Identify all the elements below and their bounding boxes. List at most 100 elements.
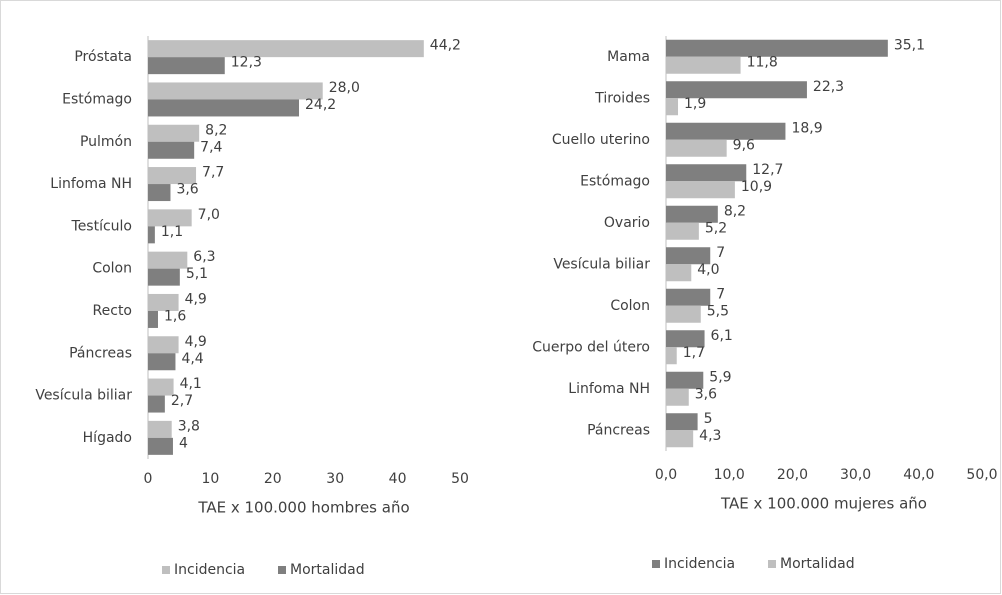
value-label: 1,6 <box>164 308 186 324</box>
legend-label: Mortalidad <box>290 562 365 578</box>
x-tick-label: 10,0 <box>714 467 745 483</box>
x-tick-label: 20,0 <box>777 467 808 483</box>
y-tick-label: Colon <box>610 298 650 314</box>
legend-label: Mortalidad <box>780 556 855 572</box>
value-label: 5 <box>704 411 713 427</box>
bar <box>666 139 727 157</box>
value-label: 4,9 <box>185 334 207 350</box>
bar <box>666 247 711 265</box>
y-tick-label: Cuerpo del útero <box>532 339 650 355</box>
bar <box>666 81 807 99</box>
value-label: 28,0 <box>329 80 360 96</box>
y-tick-label: Cuello uterino <box>552 132 650 148</box>
legend-swatch <box>768 560 776 568</box>
value-label: 12,7 <box>752 162 783 178</box>
bar <box>666 264 692 282</box>
bar <box>666 205 718 223</box>
legend-swatch <box>278 566 286 574</box>
y-tick-label: Vesícula biliar <box>553 256 650 272</box>
bar <box>148 310 158 328</box>
x-tick-label: 40 <box>389 471 407 487</box>
y-tick-label: Linfoma NH <box>568 381 650 397</box>
value-label: 4 <box>179 435 188 451</box>
value-label: 4,0 <box>697 262 719 278</box>
bar <box>666 98 679 116</box>
bar <box>148 395 165 413</box>
x-tick-label: 0 <box>144 471 153 487</box>
bar <box>666 39 888 57</box>
value-label: 44,2 <box>430 38 461 54</box>
y-tick-label: Recto <box>93 303 132 319</box>
y-tick-label: Mama <box>607 49 650 65</box>
value-label: 4,4 <box>181 351 203 367</box>
value-label: 3,6 <box>695 386 717 402</box>
bar <box>666 222 699 240</box>
value-label: 3,6 <box>176 182 198 198</box>
y-tick-label: Estómago <box>580 173 650 189</box>
bar <box>148 336 179 354</box>
value-label: 11,8 <box>747 54 778 70</box>
bar <box>148 124 200 142</box>
bar <box>148 141 195 159</box>
value-label: 8,2 <box>724 203 746 219</box>
y-tick-label: Hígado <box>83 430 132 446</box>
bar <box>148 251 188 269</box>
bar <box>148 420 172 438</box>
value-label: 9,6 <box>733 137 755 153</box>
y-tick-label: Vesícula biliar <box>35 388 132 404</box>
bar <box>148 57 225 75</box>
value-label: 4,1 <box>180 376 202 392</box>
value-label: 4,3 <box>699 428 721 444</box>
bar <box>148 437 173 455</box>
y-tick-label: Páncreas <box>69 345 132 361</box>
bar <box>148 167 197 185</box>
value-label: 4,9 <box>185 291 207 307</box>
legend-swatch <box>652 560 660 568</box>
value-label: 5,1 <box>186 266 208 282</box>
bar <box>148 184 171 202</box>
bar <box>666 288 711 306</box>
value-label: 1,1 <box>161 224 183 240</box>
x-tick-label: 10 <box>201 471 219 487</box>
bar <box>148 209 192 227</box>
value-label: 2,7 <box>171 393 193 409</box>
value-label: 6,3 <box>193 249 215 265</box>
legend-label: Incidencia <box>664 556 735 572</box>
bar <box>148 378 174 396</box>
value-label: 7,7 <box>202 165 224 181</box>
bar <box>666 164 747 182</box>
value-label: 6,1 <box>711 328 733 344</box>
value-label: 5,9 <box>709 369 731 385</box>
value-label: 18,9 <box>791 120 822 136</box>
x-tick-label: 30 <box>326 471 344 487</box>
bar <box>666 371 704 389</box>
x-tick-label: 30,0 <box>840 467 871 483</box>
value-label: 35,1 <box>894 37 925 53</box>
x-tick-label: 50 <box>451 471 469 487</box>
x-tick-label: 0,0 <box>655 467 677 483</box>
y-tick-label: Páncreas <box>587 422 650 438</box>
y-tick-label: Pulmón <box>80 134 132 150</box>
value-label: 24,2 <box>305 97 336 113</box>
bar <box>666 122 786 140</box>
value-label: 8,2 <box>205 122 227 138</box>
bar <box>148 353 176 371</box>
bar <box>666 347 677 365</box>
bar <box>666 413 698 431</box>
value-label: 3,8 <box>178 418 200 434</box>
value-label: 7,0 <box>198 207 220 223</box>
x-tick-label: 20 <box>264 471 282 487</box>
y-tick-label: Próstata <box>74 49 132 65</box>
value-label: 5,2 <box>705 220 727 236</box>
y-tick-label: Ovario <box>604 215 650 231</box>
y-tick-label: Colon <box>92 261 132 277</box>
value-label: 7 <box>716 286 725 302</box>
y-tick-label: Testículo <box>71 218 132 234</box>
bar <box>666 305 701 323</box>
value-label: 22,3 <box>813 79 844 95</box>
x-axis-label: TAE x 100.000 hombres año <box>197 499 409 517</box>
bar <box>666 330 705 348</box>
y-tick-label: Linfoma NH <box>50 176 132 192</box>
value-label: 10,9 <box>741 179 772 195</box>
